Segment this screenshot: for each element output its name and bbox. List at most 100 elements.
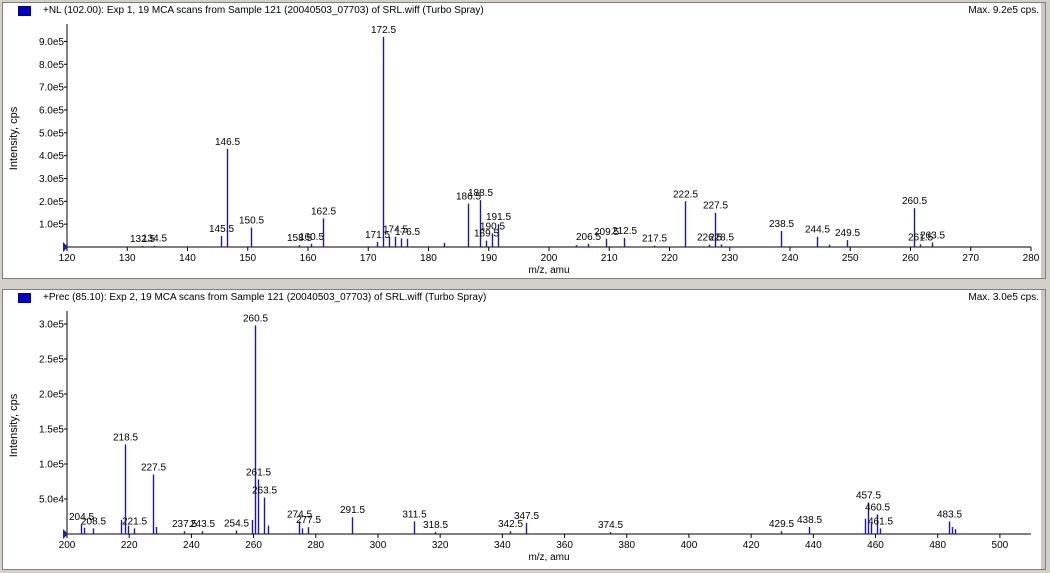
x-tick-label: 280 — [307, 540, 324, 551]
baseline-marker-icon — [63, 242, 68, 252]
x-tick-label: 320 — [432, 540, 449, 551]
peak-label: 249.5 — [835, 228, 860, 239]
prec-spectrum-plot[interactable]: 5.0e4 1.0e5 1.5e5 2.0e5 2.5e5 3.0e5 200 220 240 2… — [3, 290, 1045, 569]
x-tick-label: 280 — [1023, 253, 1040, 264]
x-tick-label: 260 — [902, 253, 919, 264]
max-intensity-label: Max. 9.2e5 cps. — [968, 5, 1039, 16]
peak-label: 263.5 — [252, 486, 277, 497]
pane-select-marker[interactable] — [18, 293, 31, 303]
peak-label: 429.5 — [769, 519, 794, 530]
x-tick-label: 260 — [245, 540, 262, 551]
x-tick-label: 440 — [805, 540, 822, 551]
y-tick-label: 8.0e5 — [39, 60, 64, 71]
peak-label: 260.5 — [902, 196, 927, 207]
peak-label: 228.5 — [709, 232, 734, 243]
peak-label: 172.5 — [371, 25, 396, 36]
peak-label: 277.5 — [296, 515, 321, 526]
peak-label: 222.5 — [673, 189, 698, 200]
x-tick-label: 460 — [867, 540, 884, 551]
peak-label: 218.5 — [113, 432, 138, 443]
peak-label: 150.5 — [239, 216, 264, 227]
peak-label: 460.5 — [865, 502, 890, 513]
x-tick-label: 120 — [59, 253, 76, 264]
y-tick-label: 2.5e5 — [39, 355, 64, 366]
pane-title: +Prec (85.10): Exp 2, 19 MCA scans from … — [43, 292, 487, 303]
x-tick-label: 220 — [121, 540, 138, 551]
peak-label: 176.5 — [395, 227, 420, 238]
peak-label: 208.5 — [81, 516, 106, 527]
peak-label: 188.5 — [468, 188, 493, 199]
peak-label: 227.5 — [141, 463, 166, 474]
peak-label: 186.5 — [456, 192, 481, 203]
x-tick-label: 220 — [661, 253, 678, 264]
y-tick-label: 5.0e5 — [39, 128, 64, 139]
peak-label: 189.5 — [474, 229, 499, 240]
x-tick-label: 400 — [681, 540, 698, 551]
peak-label: 483.5 — [937, 509, 962, 520]
peak-label: 243.5 — [190, 519, 215, 530]
peak-label: 191.5 — [486, 212, 511, 223]
pane-header: +NL (102.00): Exp 1, 19 MCA scans from S… — [3, 3, 1045, 19]
peak-label: 162.5 — [311, 206, 336, 217]
peak-label: 221.5 — [122, 516, 147, 527]
peak-label: 254.5 — [224, 519, 249, 530]
peak-label: 145.5 — [209, 224, 234, 235]
y-tick-label: 3.0e5 — [39, 320, 64, 331]
y-tick-label: 9.0e5 — [39, 37, 64, 48]
peak-label: 134.5 — [142, 234, 167, 245]
pane-select-marker[interactable] — [18, 6, 31, 16]
nl-spectrum-plot[interactable]: 1.0e5 2.0e5 3.0e5 4.0e5 5.0e5 6.0e5 7.0e5 8.0e5… — [3, 3, 1045, 278]
peak-label: 160.5 — [299, 232, 324, 243]
spectrum-pane-prec: +Prec (85.10): Exp 2, 19 MCA scans from … — [2, 289, 1046, 570]
x-tick-label: 150 — [239, 253, 256, 264]
y-axis-label: Intensity, cps — [8, 106, 20, 170]
y-tick-label: 1.5e5 — [39, 425, 64, 436]
x-tick-label: 250 — [842, 253, 859, 264]
x-tick-label: 360 — [556, 540, 573, 551]
x-tick-label: 170 — [360, 253, 377, 264]
y-tick-label: 1.0e5 — [39, 460, 64, 471]
y-tick-label: 1.0e5 — [39, 220, 64, 231]
peak-label: 261.5 — [908, 232, 933, 243]
peak-label: 204.5 — [69, 512, 94, 523]
peak-label: 244.5 — [805, 225, 830, 236]
y-tick-label: 3.0e5 — [39, 174, 64, 185]
pane-header: +Prec (85.10): Exp 2, 19 MCA scans from … — [3, 290, 1045, 306]
peak-label: 263.5 — [920, 230, 945, 241]
x-tick-label: 380 — [618, 540, 635, 551]
peak-label: 274.5 — [287, 509, 312, 520]
y-tick-label: 5.0e4 — [39, 495, 64, 506]
peak-label: 212.5 — [612, 226, 637, 237]
x-tick-label: 200 — [59, 540, 76, 551]
pane-scrollbar[interactable] — [1041, 3, 1045, 278]
peak-label: 227.5 — [703, 201, 728, 212]
x-tick-label: 130 — [119, 253, 136, 264]
peak-label: 226.5 — [697, 233, 722, 244]
peak-label: 347.5 — [514, 511, 539, 522]
peak-label: 171.5 — [365, 230, 390, 241]
peak-label: 237.5 — [172, 519, 197, 530]
y-tick-label: 2.0e5 — [39, 197, 64, 208]
pane-scrollbar[interactable] — [1041, 290, 1045, 569]
peak-label: 217.5 — [642, 234, 667, 245]
y-axis-label: Intensity, cps — [8, 393, 20, 457]
x-tick-label: 190 — [480, 253, 497, 264]
x-tick-label: 200 — [541, 253, 558, 264]
peak-label: 261.5 — [246, 467, 271, 478]
baseline-marker-icon — [63, 529, 68, 539]
peak-label: 190.5 — [480, 221, 505, 232]
x-tick-label: 300 — [370, 540, 387, 551]
peak-label: 318.5 — [423, 520, 448, 531]
x-tick-label: 160 — [300, 253, 317, 264]
y-tick-label: 7.0e5 — [39, 83, 64, 94]
y-tick-label: 6.0e5 — [39, 105, 64, 116]
peak-label: 158.5 — [287, 233, 312, 244]
peak-label: 238.5 — [769, 219, 794, 230]
x-tick-label: 210 — [601, 253, 618, 264]
peak-label: 342.5 — [498, 519, 523, 530]
peak-label: 206.5 — [576, 232, 601, 243]
x-tick-label: 180 — [420, 253, 437, 264]
pane-title: +NL (102.00): Exp 1, 19 MCA scans from S… — [43, 5, 484, 16]
x-axis-label: m/z, amu — [528, 265, 569, 276]
x-tick-label: 230 — [721, 253, 738, 264]
